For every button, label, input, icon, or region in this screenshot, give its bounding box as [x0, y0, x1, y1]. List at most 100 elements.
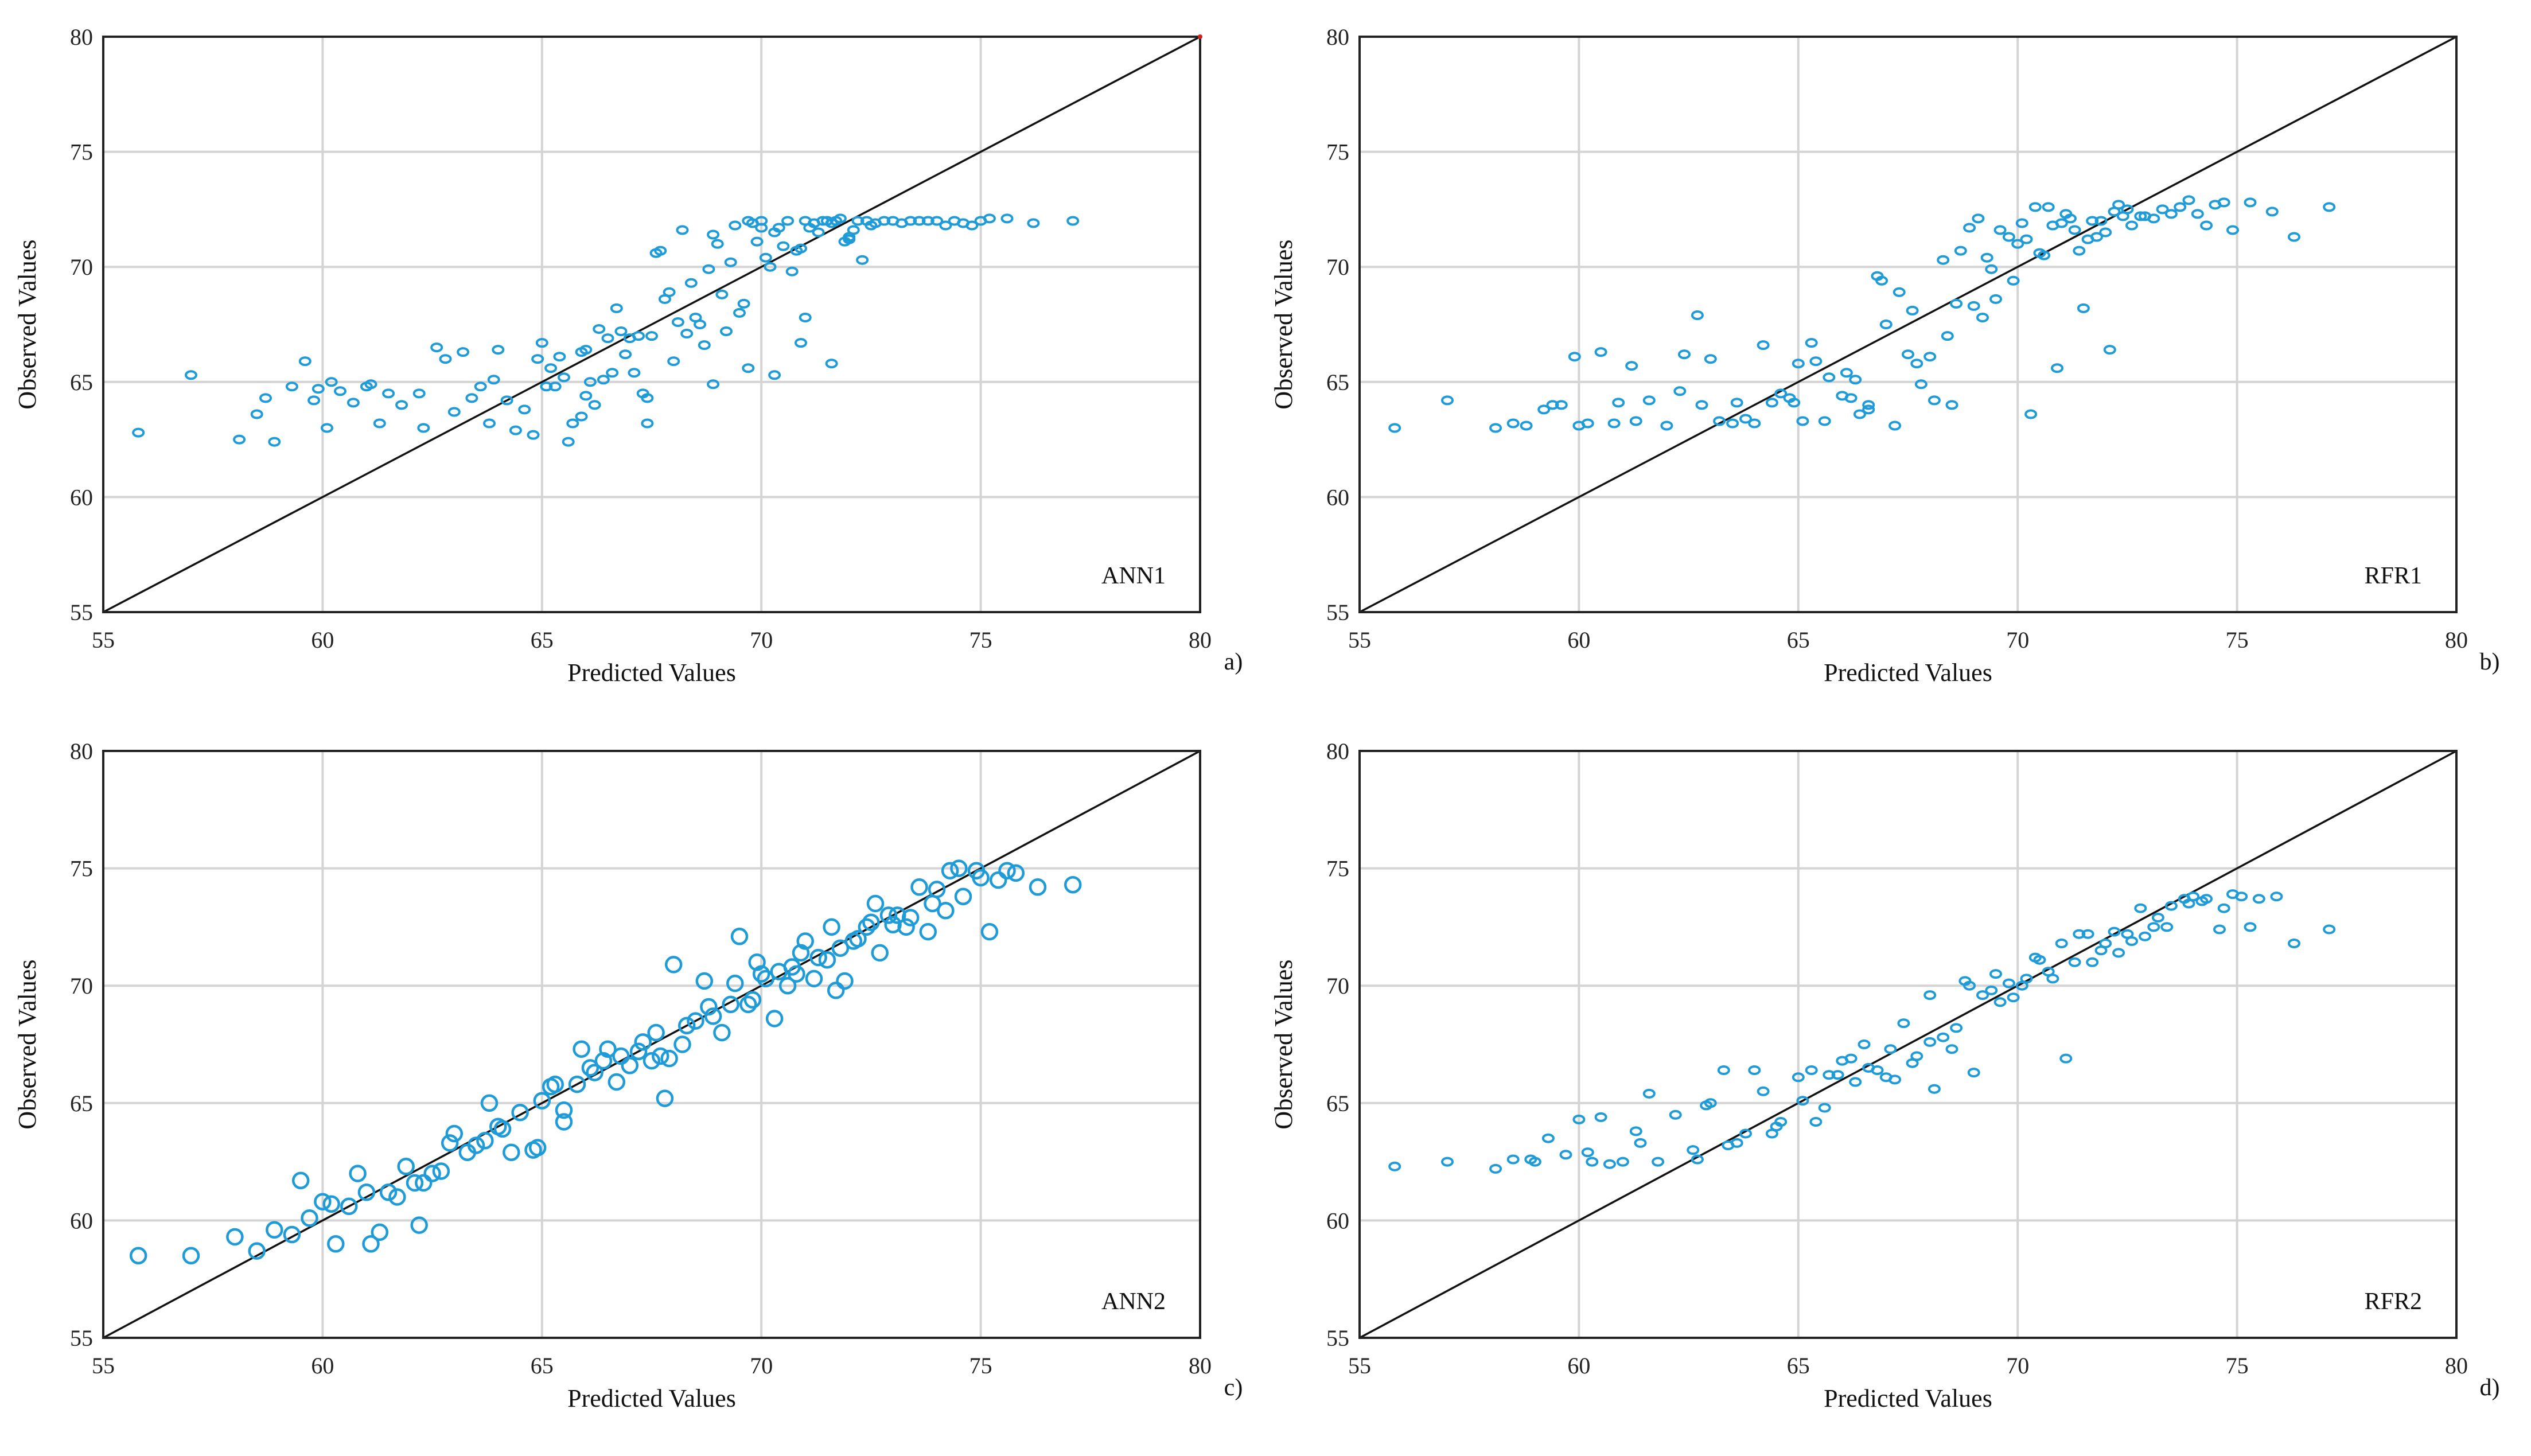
data-point	[1950, 1023, 1963, 1033]
data-point	[1862, 400, 1875, 410]
data-point	[129, 1247, 147, 1265]
data-point	[445, 1124, 464, 1143]
data-point	[1629, 416, 1642, 426]
data-point	[492, 345, 505, 355]
data-point	[2059, 1053, 2073, 1064]
data-point	[593, 324, 606, 334]
data-point	[684, 278, 698, 288]
data-point	[1029, 878, 1047, 896]
data-point	[823, 918, 840, 936]
data-point	[623, 333, 636, 344]
data-point	[1739, 414, 1752, 424]
data-point	[1678, 349, 1691, 360]
data-point	[2042, 202, 2055, 212]
data-point	[2108, 926, 2121, 937]
data-point	[1796, 1096, 1809, 1106]
data-point	[1993, 997, 2007, 1007]
data-point	[726, 974, 744, 992]
data-point	[395, 400, 408, 410]
y-tick-label: 75	[1326, 856, 1349, 882]
data-point	[2174, 202, 2187, 212]
y-tick-label: 70	[1326, 254, 1349, 280]
y-tick-label: 65	[1326, 1091, 1349, 1116]
y-axis-label: Observed Values	[13, 959, 41, 1129]
y-tick-label: 55	[70, 1325, 93, 1351]
data-point	[415, 1174, 433, 1192]
data-point	[871, 944, 889, 962]
data-point	[2200, 220, 2213, 231]
data-point	[2164, 901, 2178, 911]
data-point	[581, 1059, 599, 1077]
data-point	[889, 906, 906, 924]
data-point	[583, 377, 597, 387]
data-point	[1945, 400, 1958, 410]
data-point	[1836, 1056, 1849, 1066]
data-point	[362, 1235, 380, 1253]
data-point	[1774, 388, 1788, 399]
data-point	[671, 317, 684, 327]
data-point	[1388, 423, 1401, 433]
data-point	[1928, 395, 1941, 406]
x-tick-label: 80	[2445, 1353, 2468, 1379]
x-tick-label: 75	[969, 1353, 992, 1379]
panel-letter-label: d)	[2480, 1375, 2500, 1401]
data-point	[406, 1174, 424, 1192]
data-point	[1066, 216, 1080, 226]
data-point	[2086, 216, 2099, 226]
data-point	[795, 338, 807, 348]
data-point	[2011, 239, 2024, 249]
data-point	[283, 1225, 301, 1244]
data-point	[849, 930, 867, 948]
data-point	[1796, 416, 1809, 426]
data-point	[645, 331, 658, 341]
data-point	[730, 928, 749, 945]
data-point	[757, 970, 775, 988]
data-point	[796, 932, 814, 950]
data-point	[2217, 197, 2230, 208]
data-point	[2244, 197, 2257, 208]
data-point	[2068, 225, 2081, 235]
data-point	[610, 303, 623, 313]
data-point	[2134, 211, 2147, 221]
data-point	[1945, 1044, 1958, 1054]
data-point	[527, 430, 540, 440]
data-point	[1980, 252, 1993, 263]
data-point	[2028, 202, 2042, 212]
data-point	[531, 354, 544, 364]
data-point	[311, 384, 325, 394]
data-point	[652, 1047, 669, 1065]
data-point	[941, 862, 959, 879]
data-point	[500, 395, 513, 406]
y-tick-label: 65	[70, 1091, 93, 1116]
data-point	[340, 1197, 358, 1216]
y-tick-label: 80	[1326, 24, 1349, 50]
data-point	[2077, 303, 2090, 313]
y-axis-label: Observed Values	[1270, 959, 1298, 1129]
data-point	[524, 1141, 542, 1159]
data-point	[2094, 216, 2108, 226]
data-point	[233, 434, 246, 445]
data-point	[185, 370, 197, 380]
data-point	[1823, 1070, 1836, 1080]
data-point	[742, 363, 755, 373]
x-tick-label: 60	[311, 1353, 334, 1379]
x-tick-label: 70	[750, 627, 773, 653]
data-point	[132, 427, 145, 438]
data-point	[2160, 922, 2174, 932]
data-point	[2265, 207, 2279, 217]
data-point	[2055, 218, 2068, 228]
x-axis-label: Predicted Values	[1824, 1384, 1992, 1412]
data-point	[1809, 356, 1823, 367]
data-point	[1989, 969, 2002, 979]
data-point	[851, 216, 865, 226]
data-point	[707, 229, 720, 240]
data-point	[266, 1221, 283, 1239]
data-point	[1914, 379, 1928, 390]
data-point	[511, 1103, 529, 1122]
data-point	[2217, 903, 2230, 913]
data-point	[1572, 1114, 1586, 1124]
data-point	[1441, 395, 1454, 406]
y-axis-label: Observed Values	[13, 239, 41, 409]
y-tick-label: 55	[1326, 1325, 1349, 1351]
